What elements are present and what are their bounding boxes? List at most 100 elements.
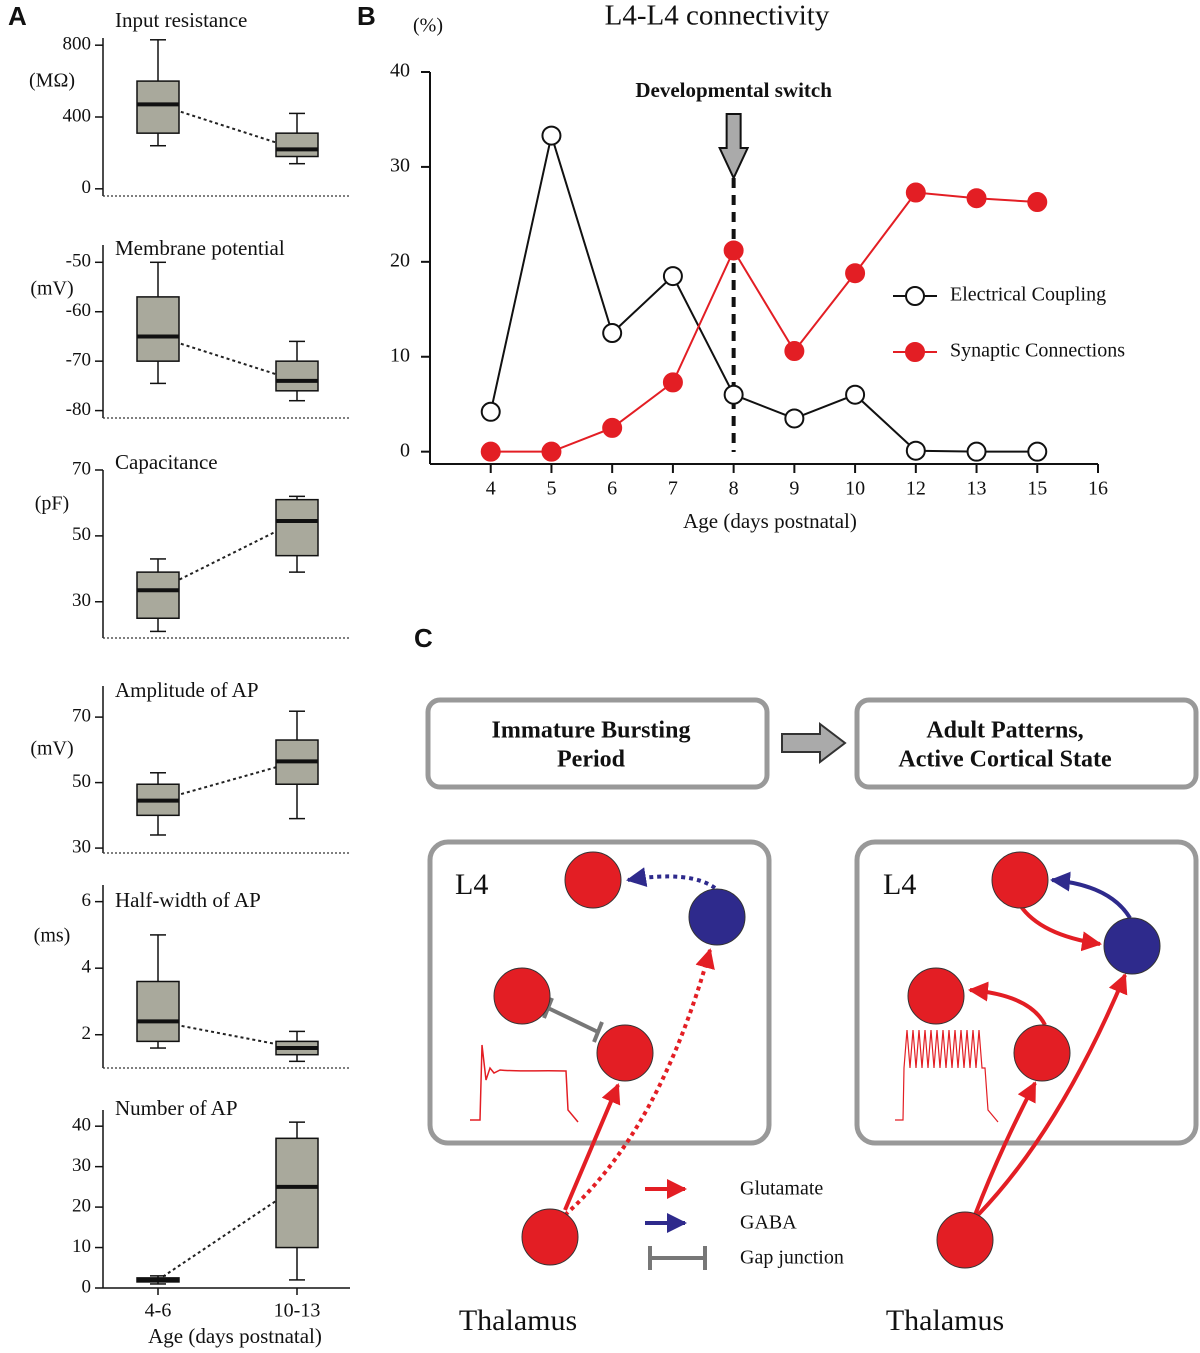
y-tick-label: 0 xyxy=(400,439,410,461)
chart-title: L4-L4 connectivity xyxy=(605,0,830,32)
x-tick-label: 8 xyxy=(729,478,739,500)
x-tick-label: 5 xyxy=(546,478,556,500)
y-tick-label: 0 xyxy=(82,177,92,198)
box xyxy=(275,132,319,158)
stage-box xyxy=(425,697,770,790)
point xyxy=(1027,441,1048,462)
y-tick-label: 6 xyxy=(82,890,92,911)
switch-arrow xyxy=(718,113,750,181)
point xyxy=(966,188,987,209)
legend-text: Gap junction xyxy=(740,1247,844,1269)
y-tick-label: -50 xyxy=(66,251,91,272)
neuron xyxy=(596,1024,654,1082)
y-tick-label: 30 xyxy=(72,836,91,857)
point xyxy=(905,440,926,461)
diagram: Immature Bursting Period Adult Patterns,… xyxy=(425,697,1199,1337)
y-axis-label: (%) xyxy=(413,15,443,37)
y-tick-label: -60 xyxy=(66,300,91,321)
point xyxy=(1027,192,1048,213)
thalamic-neuron xyxy=(936,1211,994,1269)
interneuron xyxy=(1103,917,1161,975)
panel-label: C xyxy=(414,623,433,653)
stage-text: Immature Bursting xyxy=(492,718,691,744)
source-label: Thalamus xyxy=(886,1304,1004,1337)
x-tick-label: 15 xyxy=(1027,478,1047,500)
neuron xyxy=(991,851,1049,909)
neuron xyxy=(493,967,551,1025)
legend-key xyxy=(905,342,925,362)
point xyxy=(541,441,562,462)
y-tick-label: -80 xyxy=(66,399,91,420)
box xyxy=(136,980,180,1043)
chart-title: Capacitance xyxy=(115,450,218,474)
y-axis-label: (ms) xyxy=(34,925,71,947)
x-tick-label: 4-6 xyxy=(145,1300,172,1322)
layer-box xyxy=(427,839,772,1146)
y-tick-label: 70 xyxy=(72,705,91,726)
median-link xyxy=(157,103,298,151)
x-tick-label: 12 xyxy=(906,478,926,500)
gaba-arrow xyxy=(1050,871,1132,920)
panel-label: A xyxy=(8,1,27,31)
y-tick-label: 30 xyxy=(72,590,91,611)
x-tick-label: 9 xyxy=(789,478,799,500)
point xyxy=(480,401,501,422)
legend-text: Electrical Coupling xyxy=(950,284,1106,306)
y-tick-label: 70 xyxy=(72,458,91,479)
point xyxy=(541,125,562,146)
source-label: Thalamus xyxy=(459,1304,577,1337)
point xyxy=(784,408,805,429)
x-tick-label: 13 xyxy=(967,478,987,500)
point xyxy=(966,441,987,462)
neuron xyxy=(1013,1024,1071,1082)
chart-title: Half-width of AP xyxy=(115,888,261,912)
glutamate-arrow xyxy=(563,948,715,1217)
y-axis-label: (mV) xyxy=(30,278,73,300)
legend-text: Glutamate xyxy=(740,1178,823,1200)
median-link xyxy=(157,335,298,382)
y-tick-label: 800 xyxy=(63,34,92,55)
x-axis-label: Age (days postnatal) xyxy=(148,1324,322,1348)
y-axis-label: (pF) xyxy=(35,493,69,515)
chart-title: Input resistance xyxy=(115,8,247,32)
point xyxy=(845,263,866,284)
box xyxy=(136,296,180,362)
legend-text: Synaptic Connections xyxy=(950,340,1125,362)
layer-label: L4 xyxy=(883,868,916,901)
y-tick-label: 40 xyxy=(72,1115,91,1136)
y-tick-label: 400 xyxy=(63,105,92,126)
glutamate-arrow xyxy=(968,981,1047,1026)
series-line xyxy=(489,131,1038,453)
y-tick-label: 2 xyxy=(82,1023,92,1044)
box xyxy=(136,571,180,619)
chart-title: Number of AP xyxy=(115,1096,238,1120)
interneuron xyxy=(688,888,746,946)
chart-title: Membrane potential xyxy=(115,236,285,260)
x-tick-label: 10 xyxy=(845,478,865,500)
x-tick-label: 10-13 xyxy=(274,1300,321,1322)
y-tick-label: 50 xyxy=(72,524,91,545)
point xyxy=(602,323,623,344)
y-tick-label: 20 xyxy=(390,249,410,271)
neuron xyxy=(564,851,622,909)
box xyxy=(275,360,319,392)
layer-label: L4 xyxy=(455,868,488,901)
panel-label: B xyxy=(357,1,376,31)
gap-junction xyxy=(542,997,604,1043)
point xyxy=(662,266,683,287)
x-tick-label: 16 xyxy=(1088,478,1108,500)
legend-text: GABA xyxy=(740,1212,797,1234)
stage-box xyxy=(854,697,1199,790)
x-axis-label: Age (days postnatal) xyxy=(683,509,857,533)
trace xyxy=(470,1044,579,1123)
point xyxy=(723,240,744,261)
glutamate-arrow xyxy=(1018,903,1102,952)
box xyxy=(275,498,319,557)
y-axis-label: (MΩ) xyxy=(29,70,75,92)
y-tick-label: 50 xyxy=(72,771,91,792)
glutamate-arrow xyxy=(563,1083,621,1211)
point xyxy=(662,372,683,393)
glutamate-arrow xyxy=(973,1081,1037,1216)
stage-text: Period xyxy=(557,747,626,773)
